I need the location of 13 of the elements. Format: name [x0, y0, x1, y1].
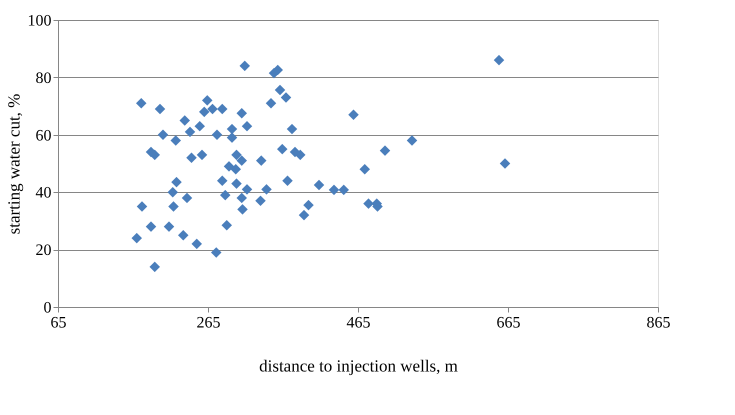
x-tick-label: 665 [496, 314, 520, 332]
y-tick-label: 60 [36, 127, 52, 144]
y-tick-label: 100 [28, 12, 52, 30]
x-tick-label: 865 [646, 314, 670, 332]
x-tick-label: 465 [346, 314, 370, 332]
y-axis-title: starting water cut, % [4, 94, 24, 234]
y-tick-label: 0 [44, 300, 52, 316]
x-tick-label: 65 [50, 314, 66, 332]
y-tick-label: 40 [36, 184, 52, 202]
y-tick-label: 20 [36, 242, 52, 260]
x-tick-label: 265 [196, 314, 220, 332]
y-tick-label: 80 [36, 70, 52, 87]
x-axis-title: distance to injection wells, m [259, 356, 458, 376]
